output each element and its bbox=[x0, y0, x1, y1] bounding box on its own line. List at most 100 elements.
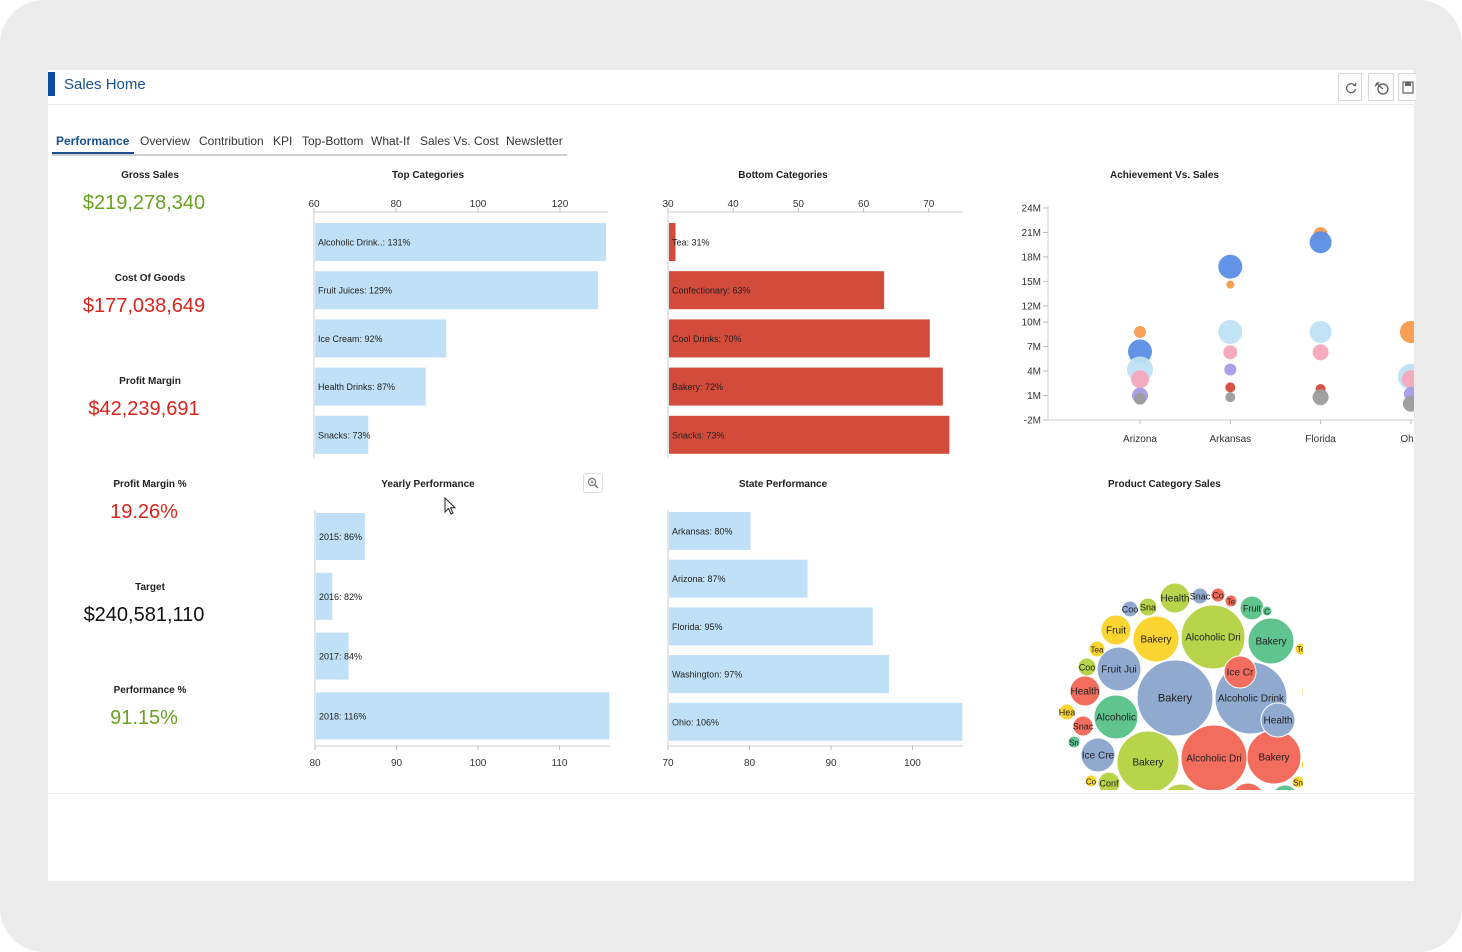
bubble-label: Coo bbox=[1079, 663, 1096, 673]
bubble-label: Bakery bbox=[1140, 635, 1171, 646]
bar-label: Fruit Juices: 129% bbox=[318, 286, 392, 296]
bar-label: Cool Drinks: 70% bbox=[672, 334, 742, 344]
kpi-label: Target bbox=[135, 582, 165, 593]
scatter-point bbox=[1218, 319, 1243, 344]
axis-tick-label: 80 bbox=[390, 199, 402, 210]
bar-label: 2016: 82% bbox=[319, 592, 362, 602]
zoom-button[interactable] bbox=[583, 473, 603, 493]
top-categories-title: Top Categories bbox=[391, 170, 465, 181]
bubble-label: Health bbox=[1161, 594, 1190, 605]
bar bbox=[669, 559, 808, 598]
bubble-label: Co bbox=[1212, 591, 1224, 601]
bubble bbox=[1067, 735, 1081, 749]
active-tab-indicator bbox=[52, 152, 134, 154]
kpi-value: 19.26% bbox=[110, 501, 178, 523]
bar bbox=[669, 702, 963, 741]
kpi-value: $177,038,649 bbox=[82, 295, 206, 317]
scatter-point bbox=[1225, 392, 1236, 403]
bar-label: Tea: 31% bbox=[672, 238, 710, 248]
bubble bbox=[1159, 582, 1191, 614]
kpi-label: Profit Margin % bbox=[113, 479, 187, 490]
bar bbox=[669, 607, 873, 646]
axis-tick-label: -2M bbox=[1024, 416, 1041, 427]
bubble bbox=[1072, 715, 1094, 737]
scatter-point bbox=[1312, 389, 1329, 406]
scatter-point bbox=[1312, 344, 1329, 361]
scatter-point bbox=[1128, 339, 1152, 364]
bar-label: Confectionary: 63% bbox=[672, 286, 751, 296]
bubble-label: Bakery bbox=[1158, 693, 1193, 705]
top-categories-chart: 6080100120140Alcoholic Drink..: 131%Frui… bbox=[308, 199, 608, 458]
bubble-label: Fruit bbox=[1106, 626, 1126, 637]
axis-tick-label: 120 bbox=[552, 199, 569, 210]
tab-what-if[interactable]: What-If bbox=[371, 134, 410, 148]
axis-tick-label: 30 bbox=[662, 199, 674, 210]
bubble-label: Alcoholic Drink bbox=[1218, 694, 1285, 705]
refresh-button[interactable] bbox=[1338, 73, 1362, 101]
kpi-label: Gross Sales bbox=[121, 170, 179, 181]
clear-filter-icon bbox=[1374, 81, 1389, 95]
axis-tick-label: 110 bbox=[552, 758, 568, 769]
tab-contribution[interactable]: Contribution bbox=[199, 134, 264, 148]
product-category-sales-title: Product Category Sales bbox=[1108, 479, 1221, 490]
bottom-categories-chart: 304050607080Tea: 31%Confectionary: 63%Co… bbox=[662, 199, 963, 458]
bar bbox=[669, 415, 950, 454]
tab-newsletter[interactable]: Newsletter bbox=[506, 134, 563, 148]
axis-tick-label: 12M bbox=[1022, 301, 1041, 312]
kpi-label: Performance % bbox=[113, 685, 187, 696]
axis-tick-label: 15M bbox=[1022, 277, 1041, 288]
bubble bbox=[1191, 587, 1209, 605]
bubble-label: Conf bbox=[1099, 779, 1119, 789]
axis-tick-label: 100 bbox=[470, 199, 487, 210]
bubble bbox=[1301, 684, 1303, 698]
bubble bbox=[1291, 775, 1303, 789]
bubble-label: Coo bbox=[1122, 605, 1139, 615]
bar-label: Snacks: 73% bbox=[672, 430, 725, 440]
axis-tick-label: 60 bbox=[858, 199, 870, 210]
tab-top-bottom[interactable]: Top-Bottom bbox=[302, 134, 364, 148]
bubble bbox=[1096, 646, 1142, 692]
save-button[interactable] bbox=[1398, 73, 1416, 101]
refresh-icon bbox=[1345, 83, 1357, 94]
achievement-vs-sales-title: Achievement Vs. Sales bbox=[1110, 170, 1219, 181]
bar bbox=[669, 319, 930, 358]
axis-tick-label: 21M bbox=[1022, 228, 1041, 239]
bubble bbox=[1247, 617, 1295, 665]
bar bbox=[669, 655, 890, 694]
bubble bbox=[1132, 615, 1180, 663]
title-accent-bar bbox=[48, 72, 55, 96]
tab-kpi[interactable]: KPI bbox=[273, 134, 293, 148]
axis-tick-label: 24M bbox=[1022, 204, 1041, 215]
bar bbox=[669, 367, 943, 406]
bubble-label: Sn bbox=[1069, 739, 1079, 748]
axis-tick-label: 50 bbox=[793, 199, 805, 210]
axis-tick-label: 60 bbox=[308, 199, 320, 210]
bubble bbox=[1077, 657, 1097, 677]
bubble bbox=[1274, 784, 1296, 790]
bar-label: Arizona: 87% bbox=[672, 574, 726, 584]
bar bbox=[315, 415, 369, 454]
save-icon bbox=[1402, 81, 1414, 94]
bubble-label: Tea bbox=[1091, 646, 1104, 655]
bubble-label: Bakery bbox=[1258, 753, 1289, 764]
bubble-label: Co bbox=[1086, 778, 1097, 787]
bubble-label: Snac bbox=[1190, 592, 1211, 602]
bubble-label: Bakery bbox=[1132, 758, 1163, 769]
kpi-label: Profit Margin bbox=[119, 376, 181, 387]
bubble bbox=[1093, 694, 1139, 740]
tab-performance[interactable]: Performance bbox=[56, 134, 130, 148]
bar-label: Health Drinks: 87% bbox=[318, 382, 395, 392]
bubble-label: Te bbox=[1297, 645, 1303, 654]
tab-sales-vs-cost[interactable]: Sales Vs. Cost bbox=[420, 134, 499, 148]
bubble-label: Alcoholic Dri bbox=[1186, 754, 1242, 765]
axis-tick-label: 40 bbox=[728, 199, 740, 210]
scatter-point bbox=[1226, 280, 1235, 289]
bar-label: Ohio: 106% bbox=[672, 717, 719, 727]
scatter-point bbox=[1134, 325, 1146, 338]
clear-filter-button[interactable] bbox=[1368, 73, 1394, 101]
bubble-label: Fruit bbox=[1243, 604, 1261, 614]
yearly-performance-title: Yearly Performance bbox=[381, 479, 475, 490]
bar bbox=[669, 271, 885, 310]
tab-overview[interactable]: Overview bbox=[140, 134, 191, 148]
